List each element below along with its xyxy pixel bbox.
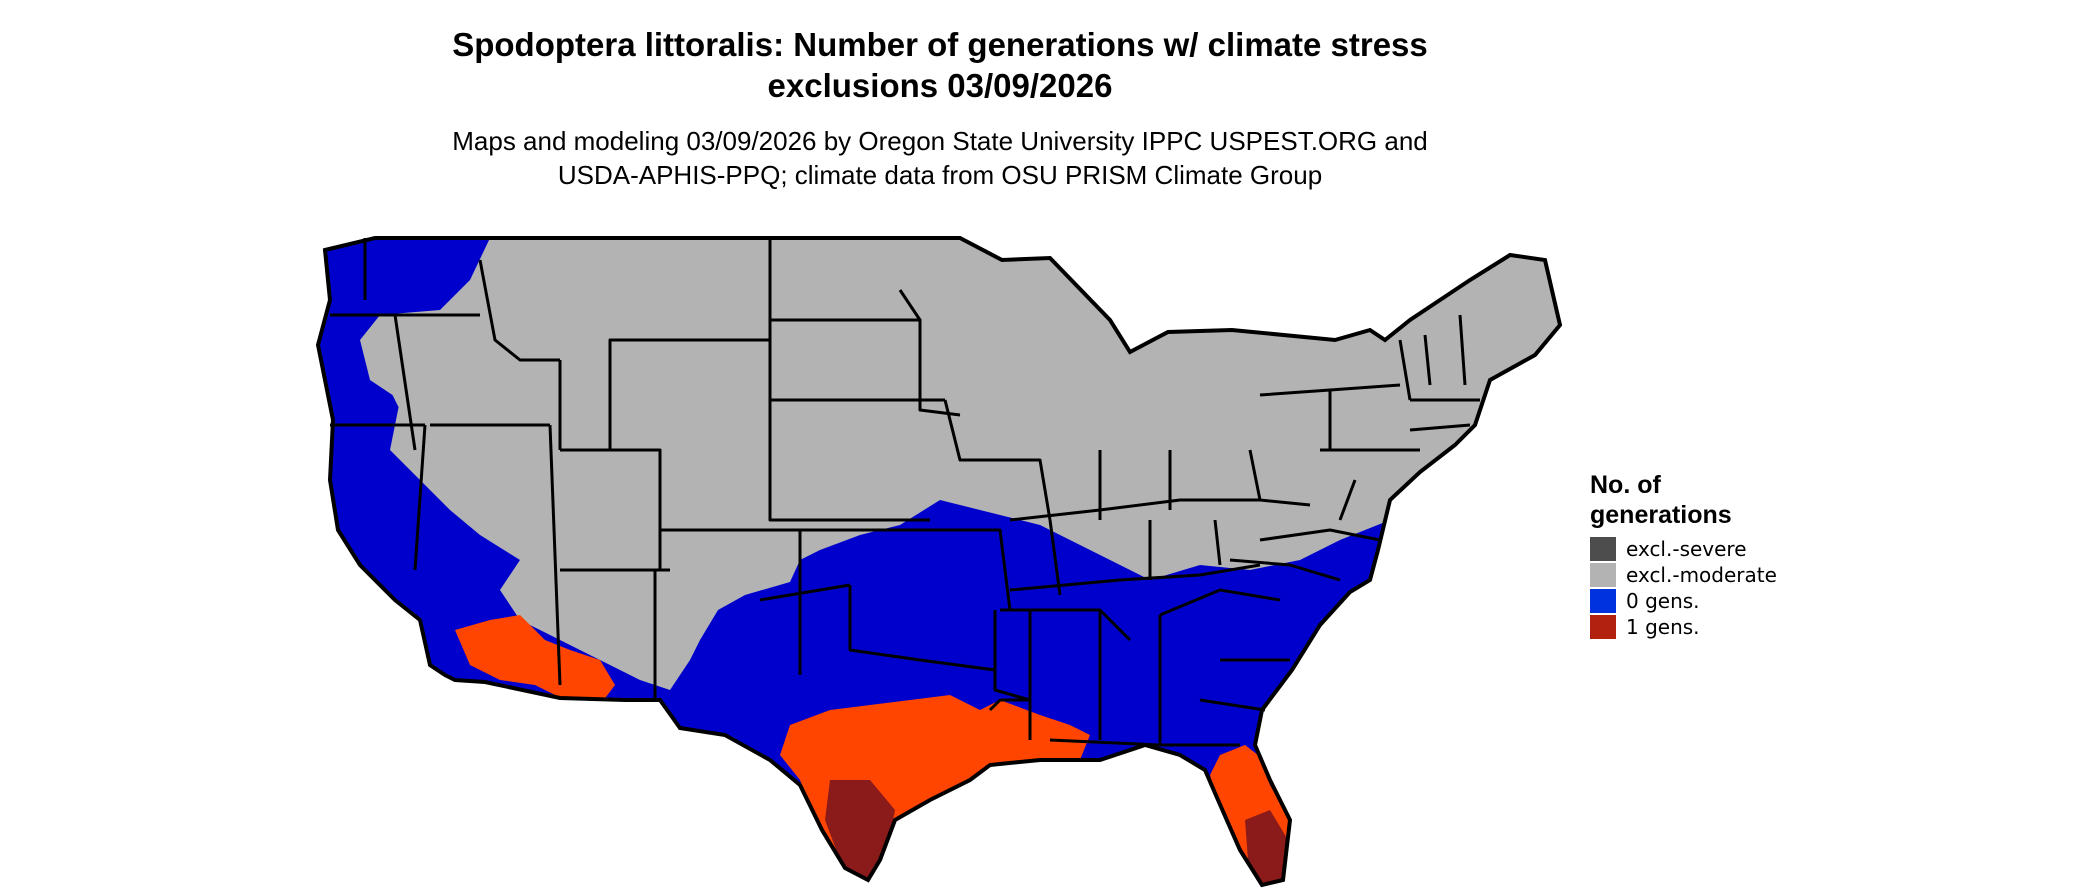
- map-title-line2: exclusions 03/09/2026: [767, 67, 1113, 104]
- legend-label: excl.-severe: [1626, 537, 1747, 561]
- state-boundaries: [330, 238, 1480, 747]
- legend-swatch: [1590, 589, 1616, 613]
- legend-swatch: [1590, 615, 1616, 639]
- excl-moderate-area: [360, 238, 1560, 690]
- one-generation-area: [455, 615, 615, 705]
- legend-label: excl.-moderate: [1626, 563, 1777, 587]
- legend-title: No. of generations: [1590, 470, 1790, 530]
- legend-swatch: [1590, 563, 1616, 587]
- legend: No. of generations excl.-severe excl.-mo…: [1590, 470, 1790, 640]
- map-subtitle-line1: Maps and modeling 03/09/2026 by Oregon S…: [452, 126, 1428, 156]
- legend-title-line2: generations: [1590, 501, 1732, 529]
- us-map: [316, 236, 1562, 887]
- legend-item: excl.-moderate: [1590, 562, 1790, 588]
- map-subtitle-line2: USDA-APHIS-PPQ; climate data from OSU PR…: [557, 160, 1323, 190]
- legend-item: excl.-severe: [1590, 536, 1790, 562]
- map-title: Spodoptera littoralis: Number of generat…: [0, 24, 1880, 106]
- excl-moderate-patch: [420, 340, 480, 390]
- legend-swatch: [1590, 537, 1616, 561]
- legend-title-line1: No. of: [1590, 471, 1661, 499]
- excl-moderate-patch: [430, 445, 490, 495]
- legend-label: 0 gens.: [1626, 589, 1700, 613]
- map-title-line1: Spodoptera littoralis: Number of generat…: [452, 26, 1428, 63]
- one-generation-high-area: [1245, 810, 1288, 885]
- legend-item: 0 gens.: [1590, 588, 1790, 614]
- legend-item: 1 gens.: [1590, 614, 1790, 640]
- legend-label: 1 gens.: [1626, 615, 1700, 639]
- one-generation-high-area: [825, 780, 895, 885]
- map-subtitle: Maps and modeling 03/09/2026 by Oregon S…: [0, 124, 1880, 192]
- one-generation-area: [780, 695, 1090, 885]
- legend-items: excl.-severe excl.-moderate 0 gens. 1 ge…: [1590, 536, 1790, 640]
